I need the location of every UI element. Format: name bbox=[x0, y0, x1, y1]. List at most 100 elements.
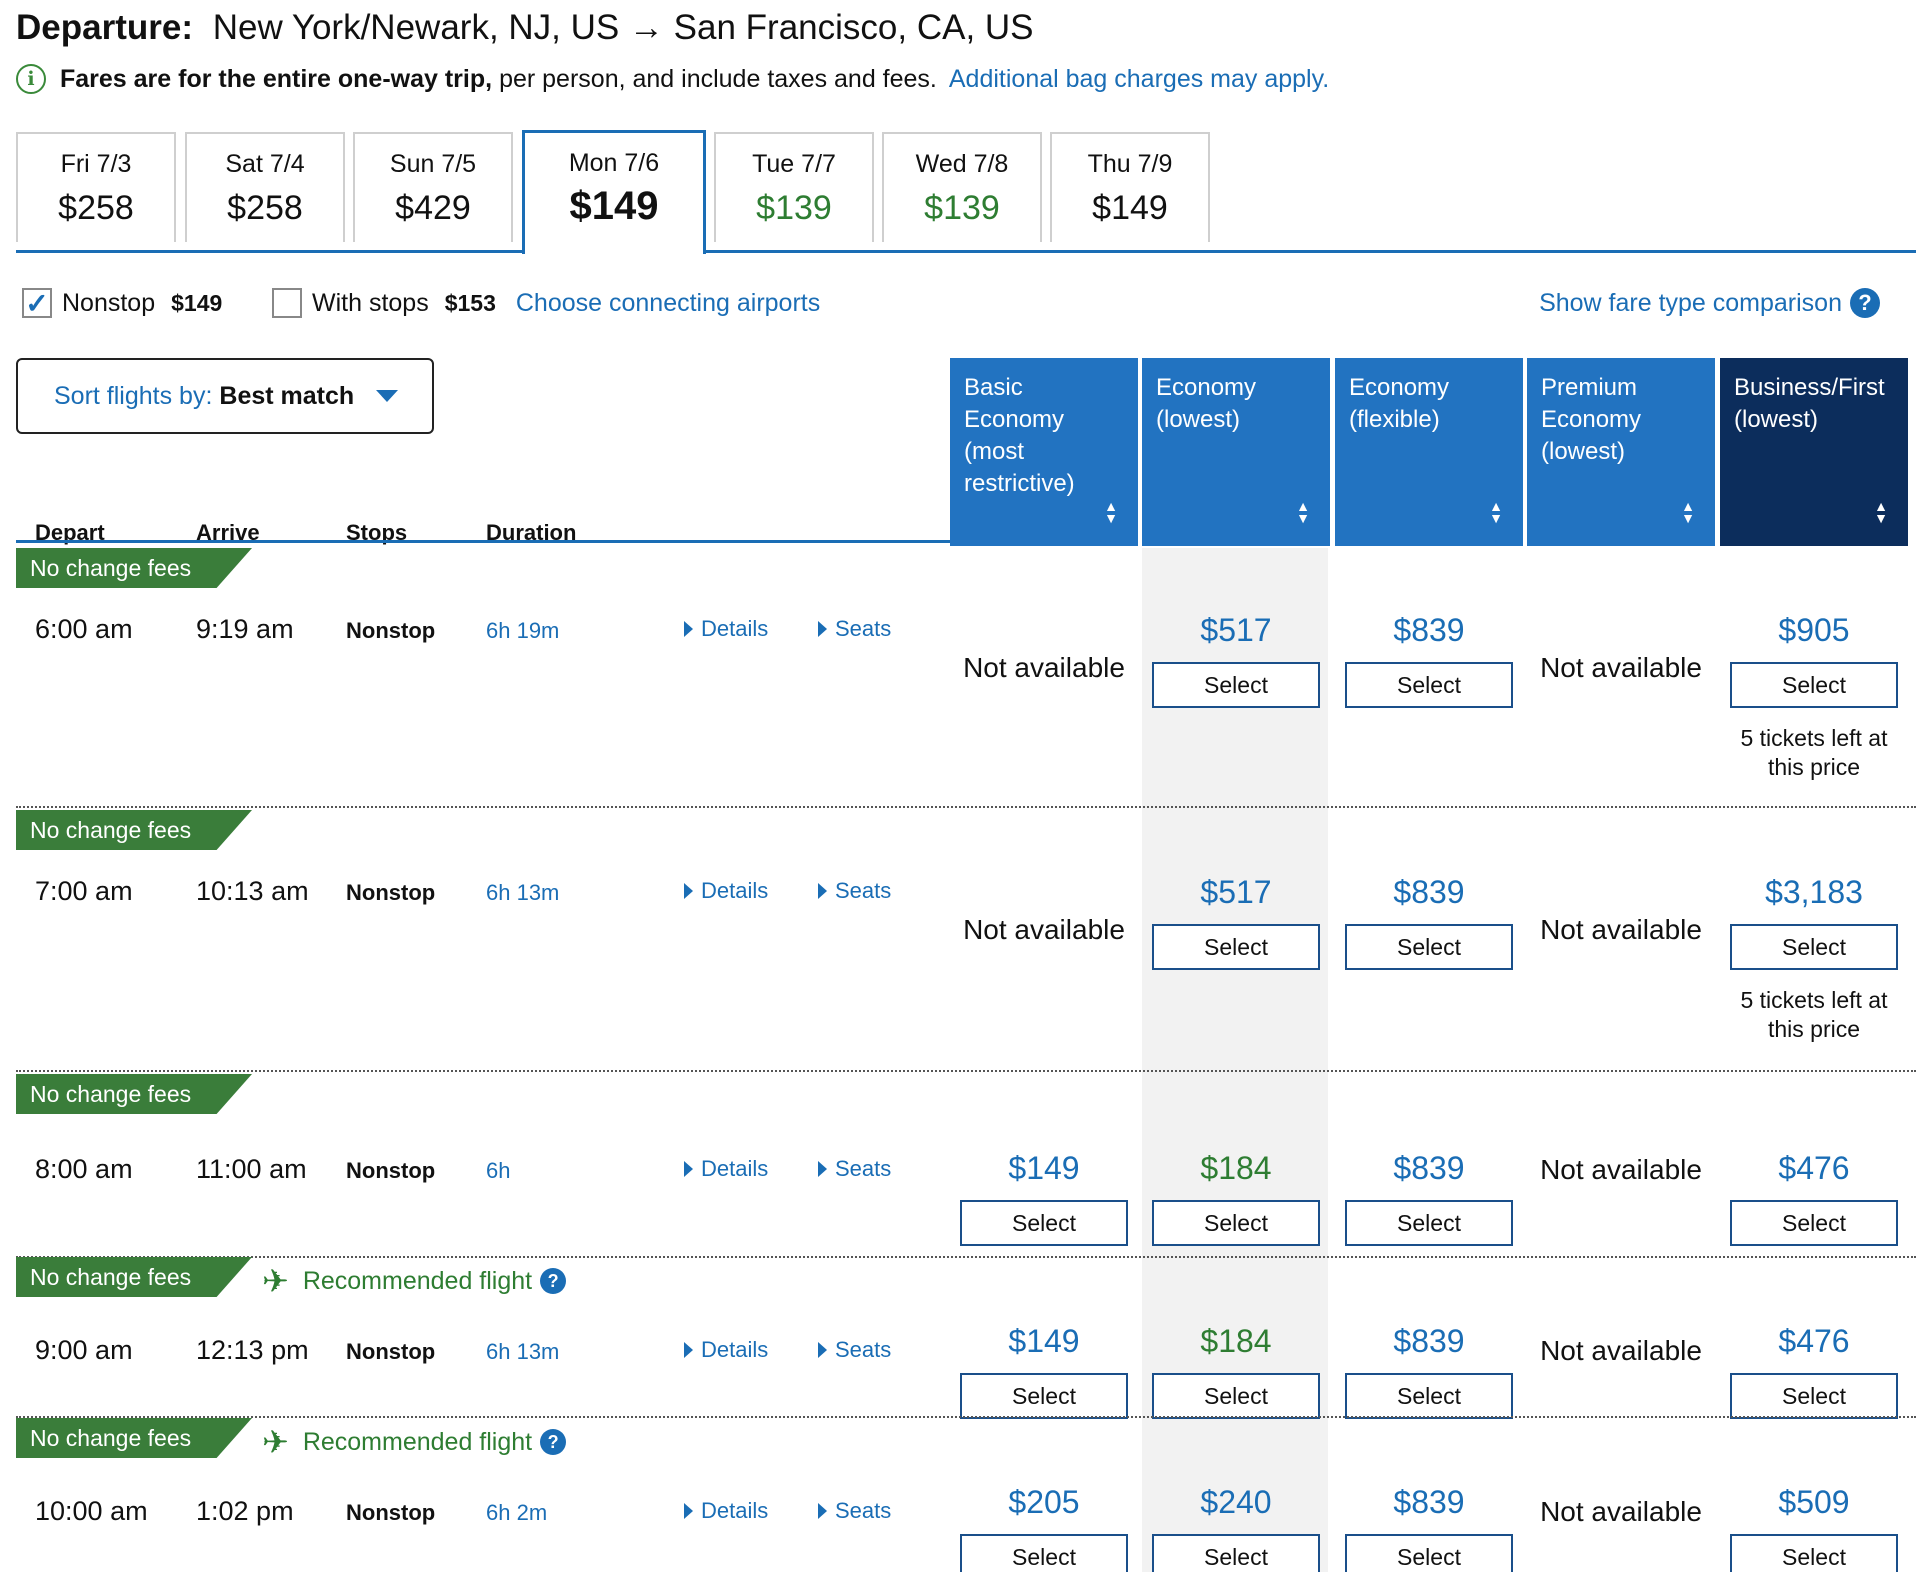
date-tab-day: Sat 7/4 bbox=[225, 150, 305, 178]
with-stops-filter[interactable]: With stops $153 Choose connecting airpor… bbox=[272, 288, 820, 318]
select-button[interactable]: Select bbox=[960, 1200, 1128, 1246]
caret-right-icon bbox=[684, 883, 693, 899]
stops-value: Nonstop bbox=[346, 1339, 436, 1364]
stops-value: Nonstop bbox=[346, 1158, 436, 1183]
date-tab-price: $139 bbox=[756, 189, 832, 227]
sort-icon[interactable]: ▲ ▼ bbox=[1681, 499, 1695, 525]
details-link[interactable]: Details bbox=[684, 1498, 768, 1524]
sort-icon[interactable]: ▲ ▼ bbox=[1104, 499, 1118, 525]
caret-right-icon bbox=[818, 621, 827, 637]
fare-price: $839 bbox=[1393, 874, 1465, 910]
select-button[interactable]: Select bbox=[1345, 1200, 1513, 1246]
fare-price: $839 bbox=[1393, 612, 1465, 648]
date-tab[interactable]: Wed 7/8 $139 bbox=[882, 132, 1042, 242]
select-button[interactable]: Select bbox=[1152, 1534, 1320, 1572]
sort-down-icon: ▼ bbox=[1296, 510, 1310, 526]
seats-link[interactable]: Seats bbox=[818, 1498, 891, 1524]
duration-link[interactable]: 6h 13m bbox=[486, 880, 560, 905]
seats-link[interactable]: Seats bbox=[818, 878, 891, 904]
date-tab[interactable]: Fri 7/3 $258 bbox=[16, 132, 176, 242]
caret-right-icon bbox=[818, 1503, 827, 1519]
select-button[interactable]: Select bbox=[1730, 662, 1898, 708]
select-button[interactable]: Select bbox=[1152, 1373, 1320, 1419]
sort-up-icon: ▲ bbox=[1874, 498, 1888, 514]
select-button[interactable]: Select bbox=[1730, 1534, 1898, 1572]
fare-price: $184 bbox=[1200, 1150, 1272, 1186]
help-icon[interactable]: ? bbox=[540, 1429, 567, 1455]
fare-price: $509 bbox=[1778, 1484, 1850, 1520]
help-icon[interactable]: ? bbox=[1850, 288, 1880, 318]
fare-comparison-link[interactable]: Show fare type comparison bbox=[1539, 288, 1842, 317]
select-button[interactable]: Select bbox=[1730, 924, 1898, 970]
select-button[interactable]: Select bbox=[1345, 924, 1513, 970]
duration-link[interactable]: 6h bbox=[486, 1158, 511, 1183]
fare-header-label: Premium Economy (lowest) bbox=[1541, 374, 1642, 465]
fare-header[interactable]: Basic Economy (most restrictive) ▲ ▼ bbox=[950, 358, 1138, 546]
date-tab[interactable]: Tue 7/7 $139 bbox=[714, 132, 874, 242]
details-label: Details bbox=[701, 1498, 769, 1523]
sort-icon[interactable]: ▲ ▼ bbox=[1874, 498, 1888, 525]
not-available: Not available bbox=[1540, 914, 1702, 945]
sort-icon[interactable]: ▲ ▼ bbox=[1489, 498, 1503, 525]
select-button[interactable]: Select bbox=[1345, 662, 1513, 708]
details-link[interactable]: Details bbox=[684, 1337, 768, 1363]
duration-link[interactable]: 6h 19m bbox=[486, 618, 560, 643]
info-rest: per person, and include taxes and fees. bbox=[499, 64, 937, 93]
caret-right-icon bbox=[684, 1161, 693, 1177]
select-button[interactable]: Select bbox=[960, 1534, 1128, 1572]
seats-link[interactable]: Seats bbox=[818, 1156, 891, 1182]
duration-link[interactable]: 6h 13m bbox=[486, 1339, 560, 1364]
stops-value: Nonstop bbox=[346, 880, 436, 905]
seats-link[interactable]: Seats bbox=[818, 616, 891, 642]
select-button[interactable]: Select bbox=[1345, 1373, 1513, 1419]
date-tab[interactable]: Thu 7/9 $149 bbox=[1050, 132, 1210, 242]
date-tab-price: $149 bbox=[569, 184, 659, 228]
date-tab-price: $258 bbox=[227, 189, 303, 227]
select-button[interactable]: Select bbox=[1345, 1534, 1513, 1572]
header-underline bbox=[16, 540, 950, 543]
seats-label: Seats bbox=[835, 1498, 892, 1523]
connecting-airports-link[interactable]: Choose connecting airports bbox=[515, 288, 821, 317]
fare-header[interactable]: Premium Economy (lowest) ▲ ▼ bbox=[1527, 358, 1715, 546]
plane-icon: ✈ bbox=[262, 1263, 289, 1299]
select-button[interactable]: Select bbox=[960, 1373, 1128, 1419]
sort-icon[interactable]: ▲ ▼ bbox=[1296, 499, 1310, 526]
bag-charges-link[interactable]: Additional bag charges may apply. bbox=[948, 64, 1330, 93]
select-button[interactable]: Select bbox=[1152, 924, 1320, 970]
date-tab[interactable]: Sun 7/5 $429 bbox=[353, 132, 513, 242]
sort-up-icon: ▲ bbox=[1489, 498, 1503, 514]
seats-link[interactable]: Seats bbox=[818, 1337, 891, 1363]
help-icon[interactable]: ? bbox=[540, 1268, 567, 1294]
caret-right-icon bbox=[684, 1342, 693, 1358]
fare-header[interactable]: Business/First (lowest) ▲ ▼ bbox=[1720, 358, 1908, 546]
date-tab[interactable]: Mon 7/6 $149 bbox=[522, 130, 706, 254]
fare-price: $149 bbox=[1008, 1323, 1080, 1359]
select-button[interactable]: Select bbox=[1730, 1200, 1898, 1246]
select-button[interactable]: Select bbox=[1152, 662, 1320, 708]
select-button[interactable]: Select bbox=[1152, 1200, 1320, 1246]
depart-time: 9:00 am bbox=[35, 1335, 133, 1365]
fare-header[interactable]: Economy (flexible) ▲ ▼ bbox=[1335, 358, 1523, 546]
select-button[interactable]: Select bbox=[1730, 1373, 1898, 1419]
nonstop-checkbox[interactable]: ✓ bbox=[22, 288, 52, 319]
with-stops-price: $153 bbox=[444, 289, 496, 316]
details-link[interactable]: Details bbox=[684, 1156, 768, 1182]
date-tab[interactable]: Sat 7/4 $258 bbox=[185, 132, 345, 242]
info-bold: Fares are for the entire one-way trip, bbox=[60, 64, 493, 93]
duration-link[interactable]: 6h 2m bbox=[486, 1500, 548, 1525]
fare-comparison[interactable]: Show fare type comparison ? bbox=[1539, 288, 1880, 318]
sort-value: Best match bbox=[219, 381, 355, 410]
fare-header[interactable]: Economy (lowest) ▲ ▼ bbox=[1142, 358, 1330, 546]
date-tab-day: Fri 7/3 bbox=[60, 150, 132, 178]
not-available: Not available bbox=[1540, 1154, 1702, 1185]
date-tab-day: Thu 7/9 bbox=[1087, 150, 1173, 178]
caret-right-icon bbox=[818, 1161, 827, 1177]
date-tab-day: Mon 7/6 bbox=[568, 149, 660, 177]
page-title: Departure: New York/Newark, NJ, US → San… bbox=[16, 8, 1034, 48]
details-link[interactable]: Details bbox=[684, 878, 768, 904]
nonstop-filter[interactable]: ✓ Nonstop $149 bbox=[22, 288, 222, 319]
details-link[interactable]: Details bbox=[684, 616, 768, 642]
date-tab-underline bbox=[16, 250, 1916, 253]
with-stops-checkbox[interactable] bbox=[272, 288, 302, 318]
sort-dropdown[interactable]: Sort flights by: Best match bbox=[16, 358, 434, 434]
